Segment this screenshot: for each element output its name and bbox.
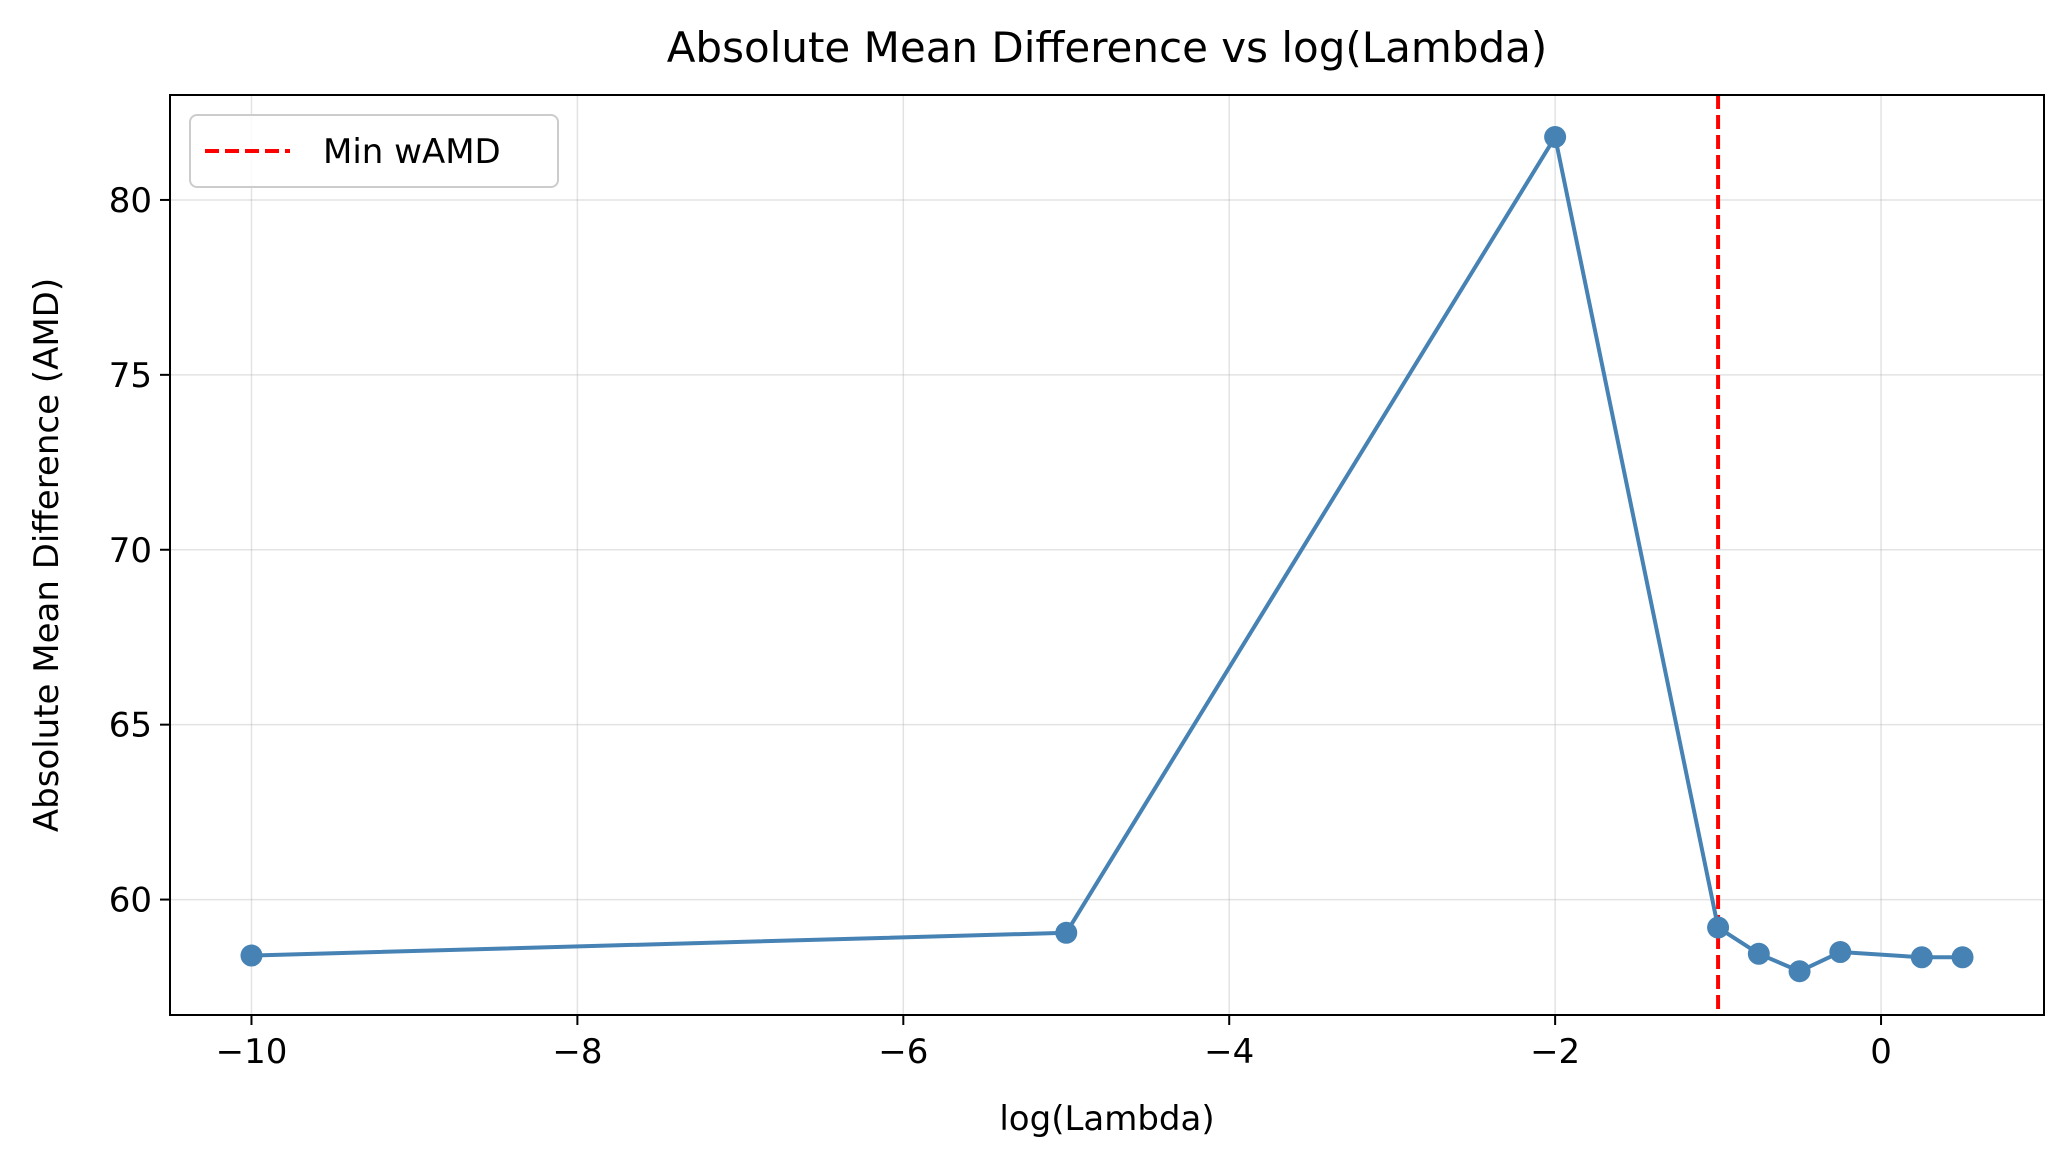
amd-data-point bbox=[1829, 941, 1852, 964]
legend-box bbox=[189, 114, 559, 188]
amd-data-point bbox=[1951, 946, 1974, 969]
amd-data-point bbox=[1055, 921, 1078, 944]
y-axis-label: Absolute Mean Difference (AMD) bbox=[27, 278, 67, 832]
x-axis-label: log(Lambda) bbox=[999, 1099, 1214, 1139]
amd-data-point bbox=[1788, 960, 1811, 983]
x-axis-ticks: −10 −8 −6 −4 −2 0 bbox=[216, 1015, 1892, 1072]
data-series bbox=[240, 125, 1974, 983]
amd-data-point bbox=[240, 944, 263, 967]
x-tick-label: 0 bbox=[1870, 1032, 1892, 1072]
x-tick-label: −6 bbox=[878, 1032, 928, 1072]
grid-lines bbox=[170, 95, 2044, 1015]
y-tick-label: 75 bbox=[109, 356, 152, 396]
plot-frame bbox=[169, 94, 2045, 1016]
legend-label: Min wAMD bbox=[323, 132, 501, 172]
y-tick-label: 65 bbox=[109, 706, 152, 746]
y-tick-label: 70 bbox=[109, 531, 152, 571]
y-tick-label: 80 bbox=[109, 181, 152, 221]
y-tick-label: 60 bbox=[109, 881, 152, 921]
x-tick-label: −10 bbox=[216, 1032, 288, 1072]
x-tick-label: −4 bbox=[1204, 1032, 1254, 1072]
x-tick-label: −8 bbox=[552, 1032, 602, 1072]
amd-data-point bbox=[1910, 946, 1933, 969]
y-axis-ticks: 60 65 70 75 80 bbox=[109, 181, 170, 921]
chart-title: Absolute Mean Difference vs log(Lambda) bbox=[667, 23, 1548, 72]
x-tick-label: −2 bbox=[1530, 1032, 1580, 1072]
amd-data-point bbox=[1544, 125, 1567, 148]
legend: Min wAMD bbox=[189, 114, 559, 188]
amd-data-point bbox=[1747, 942, 1770, 965]
amd-data-point bbox=[1707, 916, 1730, 939]
